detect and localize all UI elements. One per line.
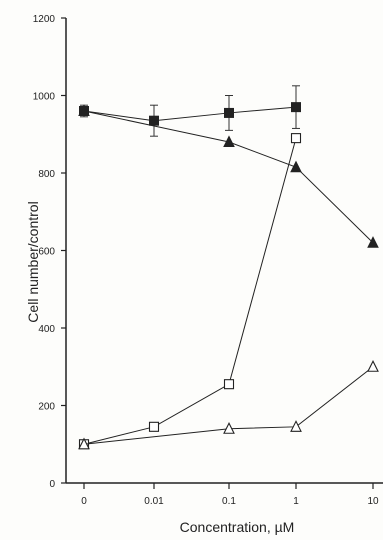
series xyxy=(78,85,379,450)
x-axis-label: Concentration, µM xyxy=(180,519,295,535)
y-tick-label: 400 xyxy=(38,324,55,335)
y-tick-label: 0 xyxy=(49,479,55,490)
y-tick-label: 600 xyxy=(38,247,55,258)
series-line xyxy=(83,106,297,122)
y-ticks: 0 200 400 600 800 1000 1200 xyxy=(33,14,66,490)
x-tick-label: 1 xyxy=(293,496,299,507)
data-point xyxy=(290,160,302,173)
data-point xyxy=(148,421,160,432)
series-open-square xyxy=(78,133,302,450)
y-tick-label: 200 xyxy=(38,402,55,413)
data-point xyxy=(367,236,379,248)
data-point xyxy=(367,360,379,372)
y-axis-label: Cell number/control xyxy=(25,201,41,322)
data-point xyxy=(78,104,90,116)
x-ticks: 0 0.01 0.1 1 10 xyxy=(81,483,379,507)
y-tick-label: 800 xyxy=(38,169,55,180)
series-line xyxy=(83,366,374,445)
x-tick-label: 0.01 xyxy=(144,496,164,507)
data-point xyxy=(78,437,90,450)
data-point xyxy=(224,107,234,118)
data-point xyxy=(223,135,235,147)
series-filled-square xyxy=(79,85,301,137)
series-open-triangle xyxy=(78,360,379,450)
data-point xyxy=(290,133,302,144)
y-tick-label: 1000 xyxy=(33,92,56,103)
data-point xyxy=(223,422,235,434)
data-point xyxy=(149,115,159,126)
x-tick-label: 10 xyxy=(367,496,379,507)
x-tick-label: 0 xyxy=(81,496,87,507)
data-point xyxy=(291,102,301,113)
data-point xyxy=(223,379,235,390)
series-line xyxy=(83,110,374,244)
axes xyxy=(65,18,383,484)
series-filled-triangle xyxy=(78,104,379,248)
x-tick-label: 0.1 xyxy=(222,496,236,507)
y-tick-label: 1200 xyxy=(33,14,56,25)
series-line xyxy=(83,137,297,445)
data-point xyxy=(290,420,302,432)
